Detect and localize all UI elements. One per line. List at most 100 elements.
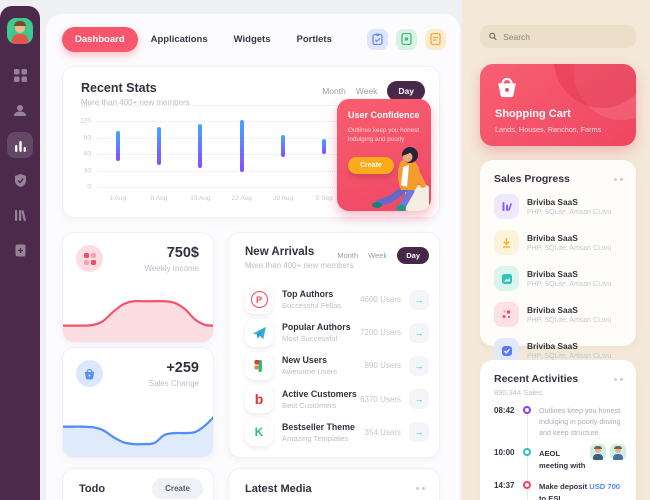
range-month[interactable]: Month: [337, 251, 359, 260]
sidebar-nav: [7, 62, 33, 263]
recent-stats-chart: 150 120 90 60 30 0 1 Aug 8 Aug 15 Aug 22 Aug 29 A…: [73, 101, 345, 205]
timeline-dot: [523, 406, 531, 414]
list-item-new-users[interactable]: New Users Awesome Users 890 Users →: [245, 351, 429, 380]
latest-media-card: Latest Media: [228, 468, 440, 500]
todo-card: Todo Create: [62, 468, 214, 500]
document-check-icon[interactable]: [396, 28, 417, 50]
tab-applications[interactable]: Applications: [150, 33, 208, 45]
range-month[interactable]: Month: [322, 86, 346, 96]
grid-dots-icon: [76, 245, 103, 272]
add-document-icon[interactable]: [7, 237, 33, 263]
item-desc: PHP, SQLite, Artisan CLIvu: [527, 317, 612, 324]
item-desc: PHP, SQLite, Artisan CLIvu: [527, 353, 612, 360]
beats-icon: b: [245, 385, 273, 414]
arrow-button[interactable]: →: [409, 389, 429, 410]
activity-item: 10:00 AEOL meeting with: [494, 444, 626, 471]
arrow-button[interactable]: →: [409, 322, 429, 343]
sales-progress-card: Sales Progress Briviba SaaS PHP, SQLite,…: [480, 160, 636, 363]
sales-progress-item[interactable]: Briviba SaaS PHP, SQLite, Artisan CLIvu: [494, 302, 622, 327]
more-options-icon[interactable]: [416, 487, 425, 490]
sales-progress-item[interactable]: Briviba SaaS PHP, SQLite, Artisan CLIvu: [494, 266, 622, 291]
library-icon[interactable]: [7, 202, 33, 228]
top-navigation: Dashboard Applications Widgets Portlets: [62, 26, 446, 52]
activity-text: Outlines keep you honest. Indulging in p…: [539, 406, 623, 437]
item-name: Popular Authors: [282, 322, 351, 333]
item-desc: Best Customers: [282, 400, 337, 410]
recent-stats-range-tabs: Month Week Day: [322, 81, 425, 101]
recent-activities-card: Recent Activities 890,344 Sales 08:42 Ou…: [480, 360, 636, 500]
shopping-cart-title: Shopping Cart: [495, 108, 571, 120]
deposit-amount: USD 700: [589, 482, 621, 492]
document-text-icon[interactable]: [425, 28, 446, 50]
range-week[interactable]: Week: [355, 86, 378, 96]
range-day[interactable]: Day: [397, 247, 429, 264]
todo-create-button[interactable]: Create: [152, 478, 203, 499]
activity-item: 08:42 Outlines keep you honest. Indulgin…: [494, 406, 626, 438]
item-desc: Successful Fellas: [282, 301, 342, 311]
range-day[interactable]: Day: [387, 81, 425, 101]
list-item-popular-authors[interactable]: Popular Authors Most Successful 7200 Use…: [245, 318, 429, 347]
search-input[interactable]: [503, 31, 627, 42]
sales-progress-list: Briviba SaaS PHP, SQLite, Artisan CLIvu …: [480, 185, 636, 363]
user-confidence-text-line2: indulging and poorly: [348, 136, 405, 144]
item-name: Briviba SaaS: [527, 341, 578, 351]
create-button[interactable]: Create: [348, 157, 394, 174]
topnav-actions: [367, 28, 446, 50]
new-arrivals-range-tabs: Month Week Day: [337, 247, 429, 264]
arrow-button[interactable]: →: [409, 422, 429, 443]
bar-yaxis: 150 120 90 60 30 0: [80, 101, 91, 191]
latest-media-title: Latest Media: [245, 483, 312, 495]
recent-stats-subtitle: More than 400+ new members: [81, 98, 190, 107]
item-name: Briviba SaaS: [527, 233, 578, 243]
sitting-person-illustration: [372, 147, 429, 211]
avatar-body: [12, 34, 28, 44]
avatar-face: [15, 23, 25, 33]
item-desc: PHP, SQLite, Artisan CLIvu: [527, 245, 612, 252]
tab-portlets[interactable]: Portlets: [296, 33, 332, 45]
sales-progress-title: Sales Progress: [494, 173, 570, 185]
main-content: Dashboard Applications Widgets Portlets …: [46, 14, 460, 500]
item-desc: Amazing Templates: [282, 433, 349, 443]
telegram-icon: [245, 318, 273, 347]
avatar-hair: [14, 21, 26, 26]
user-confidence-text-line1: Outlines keep you honest: [348, 127, 420, 134]
users-icon[interactable]: [7, 97, 33, 123]
item-users: 6370 Users: [360, 394, 401, 404]
user-avatar[interactable]: [7, 18, 33, 44]
item-name: Top Authors: [282, 289, 334, 300]
clipboard-icon[interactable]: [367, 28, 388, 50]
user-confidence-card: User Confidence Outlines keep you honest…: [337, 99, 431, 211]
download-arrow-icon: [494, 230, 519, 255]
item-name: Briviba SaaS: [527, 197, 578, 207]
list-item-top-authors[interactable]: P Top Authors Successful Fellas 4600 Use…: [245, 285, 429, 314]
dashboard-grid-icon[interactable]: [7, 62, 33, 88]
activity-text: AEOL meeting with: [539, 449, 586, 470]
search-bar: [480, 25, 636, 48]
shopping-basket-icon: [498, 77, 516, 98]
sales-change-label: Sales Change: [148, 379, 199, 388]
timeline-dot: [523, 481, 531, 490]
item-users: 4600 Users: [360, 295, 401, 305]
sales-progress-item[interactable]: Briviba SaaS PHP, SQLite, Artisan CLIvu: [494, 338, 622, 363]
shield-check-icon[interactable]: [7, 167, 33, 193]
arrow-button[interactable]: →: [409, 355, 429, 376]
tab-dashboard[interactable]: Dashboard: [62, 26, 138, 52]
weekly-income-card: 750$ Weekly Income: [62, 232, 214, 343]
item-name: Briviba SaaS: [527, 305, 578, 315]
shopping-cart-card[interactable]: Shopping Cart Lands, Houses, Ranchos, Fa…: [480, 64, 636, 146]
sales-progress-item[interactable]: Briviba SaaS PHP, SQLite, Artisan CLIvu: [494, 194, 622, 219]
list-item-bestseller-theme[interactable]: K Bestseller Theme Amazing Templates 354…: [245, 418, 429, 447]
more-options-icon[interactable]: [614, 377, 623, 381]
item-users: 7200 Users: [360, 328, 401, 338]
producthunt-icon: P: [245, 285, 273, 314]
item-desc: PHP, SQLite, Artisan CLIvu: [527, 209, 612, 216]
arrow-button[interactable]: →: [409, 289, 429, 310]
more-options-icon[interactable]: [614, 177, 623, 181]
bar-chart-icon[interactable]: [7, 132, 33, 158]
list-item-active-customers[interactable]: b Active Customers Best Customers 6370 U…: [245, 385, 429, 414]
user-confidence-title: User Confidence: [348, 110, 420, 120]
tab-widgets[interactable]: Widgets: [233, 33, 271, 45]
sales-progress-item[interactable]: Briviba SaaS PHP, SQLite, Artisan CLIvu: [494, 230, 622, 255]
range-week[interactable]: Week: [368, 251, 388, 260]
